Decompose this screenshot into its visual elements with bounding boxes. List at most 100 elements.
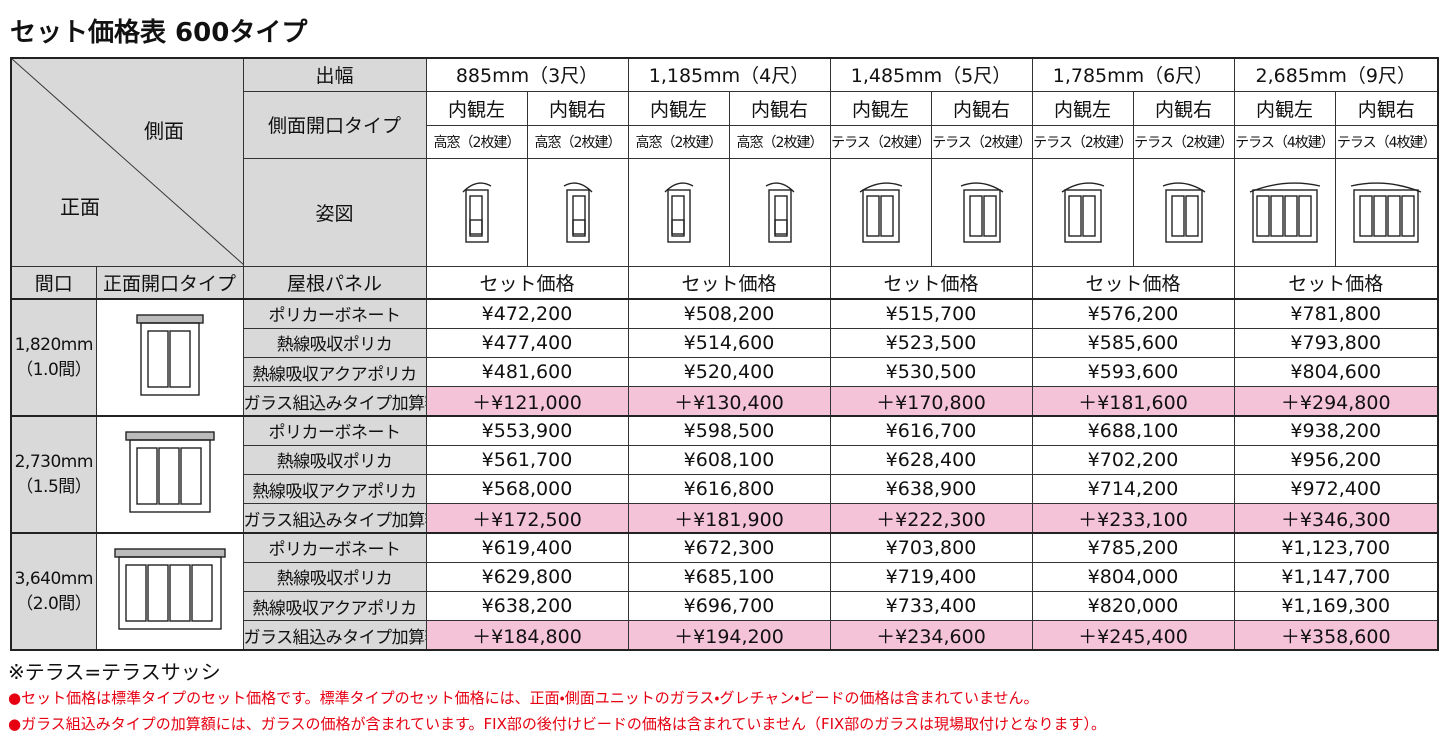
frame (128, 439, 211, 513)
frame (767, 188, 792, 243)
price-label: セット価格 (425, 265, 629, 300)
pane (1067, 194, 1082, 237)
header-label: 正面開口タイプ (95, 265, 244, 300)
pane (1170, 194, 1185, 237)
figure-cell (728, 157, 831, 267)
pane (571, 194, 586, 237)
header-label: 屋根パネル (242, 265, 427, 300)
pane (179, 447, 202, 505)
pane (1359, 194, 1373, 237)
price: ＋¥245,400 (1031, 620, 1235, 651)
panel-name: 熱線吸収ポリカ (242, 327, 427, 359)
price: ¥702,200 (1031, 444, 1235, 476)
frame (861, 188, 900, 243)
roof (124, 431, 215, 441)
front-figure (135, 314, 204, 396)
fix-pane (468, 218, 483, 235)
pane (168, 330, 191, 388)
pane (157, 447, 180, 505)
header-label: 出幅 (242, 57, 427, 92)
price: ¥553,900 (425, 414, 629, 446)
figure (1249, 181, 1320, 243)
price: ¥585,600 (1031, 327, 1235, 359)
pane (670, 194, 685, 237)
price: ¥714,200 (1031, 473, 1235, 505)
price: ＋¥233,100 (1031, 503, 1235, 534)
price: ¥804,000 (1031, 561, 1235, 593)
view-label: 内観右 (1334, 90, 1439, 126)
side-type: テラス（4枚建） (1334, 124, 1439, 159)
frame (1251, 188, 1318, 243)
price: ¥481,600 (425, 356, 629, 388)
figure (1162, 181, 1205, 243)
price: ¥477,400 (425, 327, 629, 359)
pane (135, 447, 158, 505)
figure-cell (1132, 157, 1235, 267)
figure-body (462, 181, 491, 243)
figure (859, 181, 902, 243)
pane (146, 564, 169, 622)
price: ¥638,200 (425, 590, 629, 622)
pane (124, 564, 147, 622)
roof (135, 314, 204, 324)
frontage: 2,730mm (14, 452, 94, 472)
fix-pane (773, 218, 788, 235)
panel-name: 熱線吸収アクアポリカ (242, 356, 427, 388)
width-label: 1,785mm（6尺） (1031, 57, 1235, 92)
diagonal (12, 59, 242, 265)
price: ＋¥181,600 (1031, 386, 1235, 417)
price: ¥619,400 (425, 531, 629, 563)
corner-front: 正面 (60, 195, 100, 220)
panel-name: 熱線吸収アクアポリカ (242, 590, 427, 622)
figure (960, 181, 1003, 243)
corner-side: 側面 (144, 119, 184, 144)
price: ¥515,700 (829, 297, 1033, 329)
side-type: テラス（2枚建） (930, 124, 1033, 159)
front-figure (124, 431, 215, 513)
width-label: 885mm（3尺） (425, 57, 629, 92)
price: ¥472,200 (425, 297, 629, 329)
price: ¥972,400 (1233, 473, 1439, 505)
frontage-ken: （2.0間） (16, 594, 92, 614)
header-label: 側面開口タイプ (242, 90, 427, 159)
width-label: 2,685mm（9尺） (1233, 57, 1439, 92)
price-row: ガラス組込みタイプ加算額 ＋¥184,800 ＋¥194,200 ＋¥234,600 ＋… (11, 620, 1439, 651)
front-figure (113, 548, 226, 630)
price: ¥703,800 (829, 531, 1033, 563)
price: ＋¥346,300 (1233, 503, 1439, 534)
pane (190, 564, 213, 622)
price: ＋¥194,200 (627, 620, 831, 651)
figure-body (960, 181, 1003, 243)
figure-cell (1334, 157, 1439, 267)
pane (1081, 194, 1096, 237)
price: ¥820,000 (1031, 590, 1235, 622)
pane (1184, 194, 1199, 237)
price-row: 熱線吸収ポリカ ¥629,800 ¥685,100 ¥719,400 ¥804,000 ¥… (11, 561, 1439, 593)
frontage-cell: 2,730mm （1.5間） (10, 415, 97, 534)
price-label: セット価格 (1031, 265, 1235, 300)
corner: 側面正面 (12, 59, 242, 265)
price-table: 側面 正面 出幅 885mm（3尺） 1,185mm（4尺） 1,485mm（5尺） 1,7… (10, 57, 1439, 651)
pane (1387, 194, 1401, 237)
pane (1269, 194, 1284, 237)
pane (865, 194, 880, 237)
figure-body (1249, 181, 1320, 243)
panel-name: ポリカーボネート (242, 414, 427, 446)
view-label: 内観左 (829, 90, 932, 126)
price: ¥1,123,700 (1233, 531, 1439, 563)
figure-cell (526, 157, 629, 267)
price: ¥938,200 (1233, 414, 1439, 446)
front-figure-cell (95, 298, 244, 417)
header-label: 姿図 (242, 157, 427, 267)
frontage: 1,820mm (14, 335, 94, 355)
side-type: 高窓（2枚建） (728, 124, 831, 159)
price: ＋¥181,900 (627, 503, 831, 534)
pane (982, 194, 997, 237)
price: ¥593,600 (1031, 356, 1235, 388)
figure-body (563, 181, 592, 243)
panel-name: ガラス組込みタイプ加算額 (242, 386, 427, 417)
pane (1283, 194, 1298, 237)
panel-name: ガラス組込みタイプ加算額 (242, 620, 427, 651)
frame (962, 188, 1001, 243)
